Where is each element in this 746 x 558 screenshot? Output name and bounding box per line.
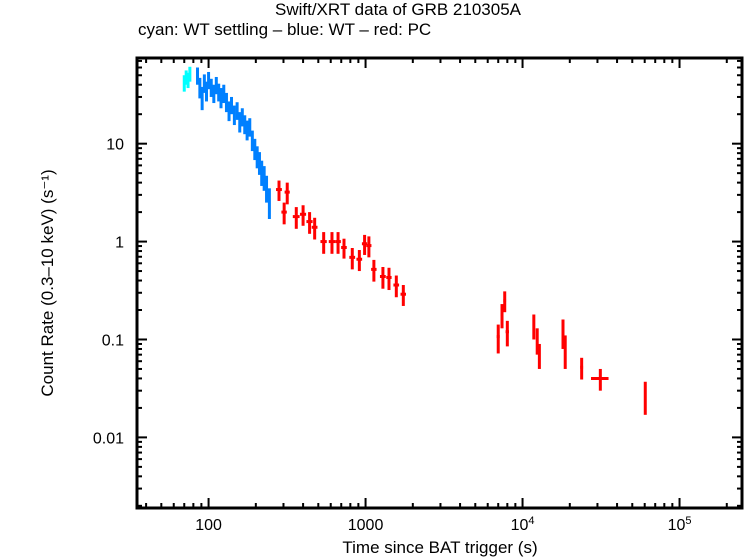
y-tick-label: 0.1 [102,332,124,349]
data-point [262,166,266,191]
data-point [188,66,192,82]
data-point [379,266,386,289]
data-point [320,232,327,254]
plot-frame [135,56,744,510]
data-point [496,324,500,354]
data-point [253,138,257,161]
data-point [341,238,347,259]
data-point [243,115,247,135]
data-point [371,259,377,282]
x-axis-label: Time since BAT trigger (s) [342,538,537,557]
data-point [204,81,208,102]
x-tick-label: 1000 [348,517,384,534]
data-point [311,217,318,240]
data-point [500,304,504,329]
data-point [257,152,261,175]
data-point [224,92,228,113]
series-wt-settling [182,66,192,92]
data-point [643,381,647,415]
data-point [217,83,221,102]
data-point [292,207,300,229]
chart-subtitle: cyan: WT settling – blue: WT – red: PC [138,20,432,39]
data-point [400,285,407,306]
y-axis-label: Count Rate (0.3–10 keV) (s⁻¹) [38,169,57,396]
data-point [209,78,213,97]
data-point [230,96,234,115]
data-point [212,84,216,104]
data-point [306,212,313,234]
data-point [267,188,271,220]
data-point [255,146,259,169]
data-point [284,182,290,205]
data-point [222,84,226,104]
data-point [393,275,400,298]
data-point [276,180,282,201]
axis-ticks [137,58,742,508]
data-point [207,71,211,90]
data-point [200,86,204,111]
data-point [214,76,218,95]
tick-labels: 100 1000 104 105 10 1 0.1 0.01 [93,137,692,534]
y-tick-label: 1 [115,235,124,252]
data-point [248,118,252,137]
data-point [591,368,609,391]
data-point [219,88,223,109]
series-wt [195,67,271,220]
data-point [195,67,199,85]
data-point [265,175,269,203]
data-point [356,250,363,272]
data-point [505,320,510,347]
y-tick-label: 10 [106,137,124,154]
data-point [198,77,202,99]
data-point [245,120,249,141]
data-points [182,66,647,415]
data-point [335,232,341,254]
x-tick-label: 104 [511,515,535,534]
data-point [281,202,287,225]
data-point [366,236,372,258]
chart-title: Swift/XRT data of GRB 210305A [274,0,521,19]
data-point [235,102,239,120]
data-point [561,319,565,349]
data-point [227,101,231,122]
data-point [260,160,264,186]
data-point [503,291,507,313]
data-point [386,267,392,291]
data-point [238,112,242,133]
data-point [299,205,307,226]
series-pc [276,180,647,415]
data-point [532,314,536,340]
data-point [349,247,356,270]
y-tick-label: 0.01 [93,430,124,447]
data-point [328,232,336,254]
data-point [535,328,539,355]
data-point [240,108,244,127]
data-point [580,357,584,380]
data-point [232,105,236,126]
data-point [361,234,368,255]
data-point [563,335,567,369]
x-tick-label: 100 [195,517,222,534]
x-tick-label: 105 [668,515,692,534]
data-point [537,343,541,369]
data-point [250,130,254,152]
